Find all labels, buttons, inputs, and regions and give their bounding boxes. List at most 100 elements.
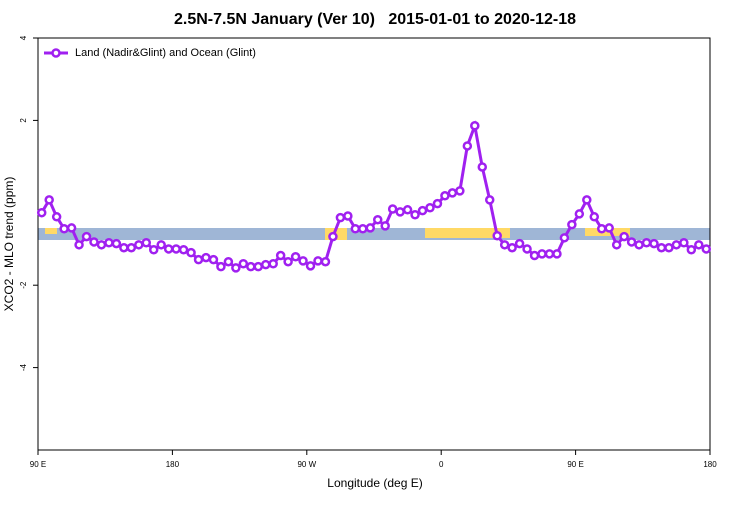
data-point — [275, 250, 286, 261]
data-point — [343, 211, 353, 221]
data-point — [111, 238, 122, 249]
data-point — [313, 256, 323, 266]
data-point — [626, 237, 637, 247]
data-point — [358, 224, 368, 234]
x-tick-label: 90 E — [567, 460, 583, 469]
data-point — [619, 231, 629, 242]
x-tick-label: 90 E — [30, 460, 46, 469]
x-tick-label: 180 — [703, 460, 717, 469]
x-tick-label: 180 — [166, 460, 180, 469]
data-point — [492, 231, 502, 241]
data-point — [656, 242, 667, 253]
data-point — [641, 238, 652, 248]
data-point — [260, 259, 271, 270]
data-point — [283, 256, 293, 267]
data-point — [163, 244, 174, 254]
data-point — [328, 231, 338, 242]
data-point — [178, 245, 189, 255]
data-point — [320, 256, 331, 267]
data-point — [186, 247, 196, 258]
data-point — [611, 240, 622, 250]
x-tick-label: 90 W — [297, 460, 316, 469]
data-point — [208, 254, 219, 265]
data-point — [387, 204, 398, 214]
data-point — [216, 261, 226, 272]
plot-frame — [37, 37, 711, 451]
data-point — [104, 238, 114, 248]
data-point — [432, 198, 443, 209]
legend-label: Land (Nadir&Glint) and Ocean (Glint) — [75, 47, 256, 59]
data-point — [447, 188, 458, 198]
data-point — [66, 223, 77, 233]
data-point — [148, 245, 159, 255]
data-point — [402, 205, 413, 215]
data-point — [596, 224, 607, 234]
data-point — [193, 254, 204, 265]
data-point — [537, 249, 547, 259]
data-point — [126, 242, 137, 253]
data-point — [514, 238, 525, 249]
data-point — [223, 256, 234, 267]
x-tick-label: 0 — [439, 460, 444, 469]
data-point — [686, 245, 697, 255]
data-point — [552, 249, 562, 259]
data-point — [89, 237, 99, 247]
data-point — [298, 256, 308, 266]
data-point — [544, 249, 555, 259]
y-tick-label: -2 — [19, 281, 28, 289]
data-point — [335, 212, 346, 223]
legend-marker — [51, 48, 61, 58]
data-point — [529, 250, 540, 261]
data-point — [679, 238, 689, 248]
data-point — [134, 240, 144, 250]
data-point — [507, 242, 517, 253]
data-point — [582, 195, 592, 205]
data-point — [589, 212, 600, 222]
data-point — [380, 221, 390, 231]
data-point — [462, 141, 473, 151]
y-axis-label: XCO2 - MLO trend (ppm) — [2, 177, 16, 312]
data-point — [81, 231, 92, 242]
chart-title: 2.5N-7.5N January (Ver 10) 2015-01-01 to… — [174, 11, 576, 28]
data-point — [290, 252, 301, 262]
data-point — [171, 244, 181, 254]
data-point — [350, 224, 361, 234]
data-point — [574, 209, 585, 219]
data-point — [51, 212, 62, 222]
data-point — [59, 224, 69, 234]
data-point — [238, 259, 249, 269]
data-point — [253, 261, 264, 272]
data-point — [559, 233, 570, 243]
data-point — [567, 219, 577, 230]
data-point — [395, 207, 405, 217]
data-point — [477, 162, 488, 172]
data-point — [365, 223, 376, 233]
data-point — [701, 244, 712, 254]
data-point — [440, 191, 450, 201]
data-point — [119, 242, 129, 253]
data-point — [246, 261, 256, 272]
data-point — [649, 238, 659, 249]
data-point — [96, 240, 107, 250]
data-point — [455, 186, 465, 196]
data-point — [44, 195, 54, 205]
y-tick-label: -4 — [19, 363, 28, 371]
data-point — [74, 240, 84, 250]
data-point — [470, 121, 480, 131]
data-point — [305, 261, 316, 271]
data-point — [268, 259, 278, 269]
data-point — [499, 240, 510, 250]
data-point — [36, 207, 47, 218]
data-point — [664, 242, 674, 253]
data-point — [484, 195, 495, 205]
data-point — [634, 240, 644, 250]
data-point — [425, 202, 435, 213]
data-point — [671, 240, 682, 250]
data-point — [410, 209, 420, 220]
data-point — [417, 205, 428, 216]
data-point — [141, 238, 152, 248]
data-point — [522, 244, 532, 254]
data-point — [604, 223, 614, 233]
data-point — [694, 240, 704, 250]
